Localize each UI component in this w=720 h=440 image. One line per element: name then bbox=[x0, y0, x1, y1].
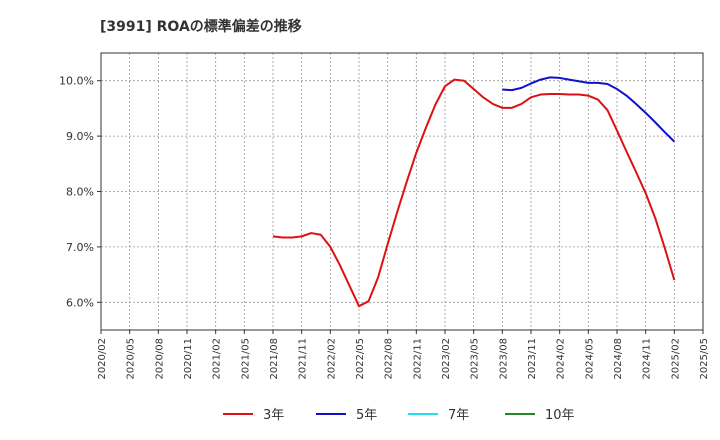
x-tick-label: 2024/11 bbox=[642, 338, 653, 380]
x-tick-label: 2024/05 bbox=[584, 338, 595, 380]
x-tick-label: 2021/08 bbox=[269, 338, 280, 380]
x-tick-label: 2023/11 bbox=[527, 338, 538, 380]
x-tick-label: 2024/08 bbox=[613, 338, 624, 380]
x-tick-label: 2020/05 bbox=[126, 338, 137, 380]
legend-label-5年: 5年 bbox=[356, 408, 377, 423]
legend-label-10年: 10年 bbox=[545, 408, 575, 423]
x-tick-label: 2022/08 bbox=[384, 338, 395, 380]
x-tick-label: 2020/08 bbox=[154, 338, 165, 380]
legend-label-7年: 7年 bbox=[448, 408, 469, 423]
x-tick-label: 2021/11 bbox=[298, 338, 309, 380]
y-tick-label: 8.0% bbox=[66, 186, 94, 199]
x-tick-label: 2022/11 bbox=[412, 338, 423, 380]
x-tick-label: 2023/08 bbox=[498, 338, 509, 380]
x-tick-label: 2025/02 bbox=[670, 338, 681, 380]
y-tick-label: 7.0% bbox=[66, 241, 94, 254]
x-tick-label: 2023/02 bbox=[441, 338, 452, 380]
x-axis: 2020/02 2020/05 2020/08 2020/11 2021/02 2021/… bbox=[97, 330, 710, 380]
x-tick-label: 2022/02 bbox=[326, 338, 337, 380]
x-tick-label: 2025/05 bbox=[699, 338, 710, 380]
y-axis: 6.0% 7.0% 8.0% 9.0% 10.0% bbox=[59, 75, 101, 309]
chart-title: [3991] ROAの標準偏差の推移 bbox=[100, 18, 302, 35]
x-tick-label: 2020/02 bbox=[97, 338, 108, 380]
y-tick-label: 9.0% bbox=[66, 130, 94, 143]
series-line-3年 bbox=[272, 78, 676, 308]
x-tick-label: 2023/05 bbox=[470, 338, 481, 380]
x-tick-label: 2021/05 bbox=[240, 338, 251, 380]
legend-label-3年: 3年 bbox=[263, 408, 284, 423]
y-tick-label: 6.0% bbox=[66, 296, 94, 309]
series-line-5年 bbox=[502, 76, 676, 143]
x-tick-label: 2020/11 bbox=[183, 338, 194, 380]
x-tick-label: 2024/02 bbox=[556, 338, 567, 380]
grid bbox=[100, 53, 704, 330]
y-tick-label: 10.0% bbox=[59, 75, 94, 88]
x-tick-label: 2022/05 bbox=[355, 338, 366, 380]
x-tick-label: 2021/02 bbox=[212, 338, 223, 380]
legend: 3年 5年 7年 10年 bbox=[223, 408, 575, 423]
series-lines bbox=[272, 76, 676, 308]
